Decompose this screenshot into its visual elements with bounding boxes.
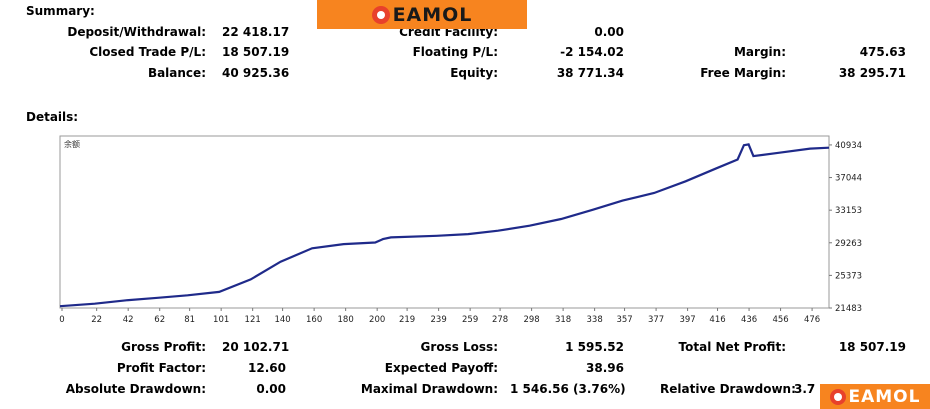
corner-brand-name: EAMOL: [848, 386, 921, 407]
x-tick-label: 140: [274, 315, 290, 325]
x-axis: 0 22 42 62 81 101 121 140 160 180 200 219 239 259 278 2…: [59, 308, 820, 325]
x-tick-label: 81: [184, 315, 195, 325]
x-tick-label: 436: [741, 315, 757, 325]
margin-label: Margin:: [733, 45, 786, 59]
y-tick-label: 29263: [835, 239, 862, 249]
summary-heading: Summary:: [26, 4, 95, 18]
rel-drawdown-value: 3.7: [794, 382, 816, 396]
legend-label: 余额: [64, 139, 80, 149]
x-tick-label: 101: [213, 315, 229, 325]
x-tick-label: 476: [804, 315, 820, 325]
gross-profit-label: Gross Profit:: [121, 340, 206, 354]
y-tick-label: 25373: [835, 271, 862, 281]
brand-corner-badge: EAMOL: [820, 384, 930, 409]
plot-area: [59, 135, 830, 309]
x-tick-label: 456: [772, 315, 788, 325]
gross-loss-label: Gross Loss:: [420, 340, 498, 354]
balance-line: [59, 143, 830, 308]
x-tick-label: 416: [709, 315, 725, 325]
margin-value: 475.63: [859, 45, 906, 59]
profit-factor-value: 12.60: [248, 361, 286, 375]
y-axis: 21483 25373 29263 33153 37044 40934: [829, 141, 862, 314]
x-tick-label: 121: [245, 315, 261, 325]
abs-drawdown-label: Absolute Drawdown:: [65, 382, 206, 396]
free-margin-value: 38 295.71: [838, 66, 906, 80]
floating-pl-label: Floating P/L:: [412, 45, 498, 59]
max-drawdown-label: Maximal Drawdown:: [360, 382, 498, 396]
equity-label: Equity:: [450, 66, 498, 80]
x-tick-label: 278: [492, 315, 508, 325]
deposit-label: Deposit/Withdrawal:: [67, 25, 206, 39]
credit-value: 0.00: [594, 25, 624, 39]
closed-pl-label: Closed Trade P/L:: [89, 45, 206, 59]
balance-chart-svg: 余额 0 22 42 62 81 101 121 140 160 180 200 219 239 259 2…: [59, 135, 862, 325]
balance-label: Balance:: [147, 66, 206, 80]
x-tick-label: 200: [369, 315, 385, 325]
balance-chart: 余额 0 22 42 62 81 101 121 140 160 180 200 219 239 259 2…: [0, 130, 930, 330]
x-tick-label: 180: [338, 315, 354, 325]
y-tick-label: 40934: [835, 141, 862, 151]
x-tick-label: 318: [555, 315, 571, 325]
free-margin-label: Free Margin:: [700, 66, 786, 80]
x-tick-label: 219: [399, 315, 415, 325]
x-tick-label: 42: [123, 315, 134, 325]
x-tick-label: 239: [431, 315, 447, 325]
expected-payoff-label: Expected Payoff:: [384, 361, 498, 375]
x-tick-label: 62: [154, 315, 165, 325]
gross-profit-value: 20 102.71: [222, 340, 290, 354]
closed-pl-value: 18 507.19: [222, 45, 290, 59]
y-tick-label: 37044: [835, 174, 862, 184]
balance-value: 40 925.36: [222, 66, 290, 80]
expected-payoff-value: 38.96: [586, 361, 624, 375]
x-tick-label: 259: [462, 315, 478, 325]
abs-drawdown-value: 0.00: [256, 382, 286, 396]
deposit-value: 22 418.17: [222, 25, 290, 39]
y-tick-label: 21483: [835, 304, 862, 314]
y-tick-label: 33153: [835, 206, 862, 216]
gross-loss-value: 1 595.52: [565, 340, 624, 354]
corner-logo-icon: [829, 388, 846, 405]
brand-logo-icon: [371, 5, 390, 24]
x-tick-label: 22: [91, 315, 102, 325]
x-tick-label: 160: [306, 315, 322, 325]
brand-banner: EAMOL: [317, 0, 527, 29]
details-heading: Details:: [26, 110, 79, 124]
x-tick-label: 357: [616, 315, 632, 325]
profit-factor-label: Profit Factor:: [116, 361, 206, 375]
x-tick-label: 377: [648, 315, 664, 325]
equity-value: 38 771.34: [556, 66, 624, 80]
floating-pl-value: -2 154.02: [560, 45, 624, 59]
net-profit-label: Total Net Profit:: [678, 340, 786, 354]
max-drawdown-value: 1 546.56 (3.76%): [510, 382, 626, 396]
net-profit-value: 18 507.19: [838, 340, 906, 354]
rel-drawdown-label: Relative Drawdown:: [660, 382, 796, 396]
x-tick-label: 338: [587, 315, 603, 325]
x-tick-label: 397: [679, 315, 695, 325]
x-tick-label: 298: [523, 315, 539, 325]
x-tick-label: 0: [59, 315, 64, 325]
brand-name: EAMOL: [392, 3, 473, 26]
